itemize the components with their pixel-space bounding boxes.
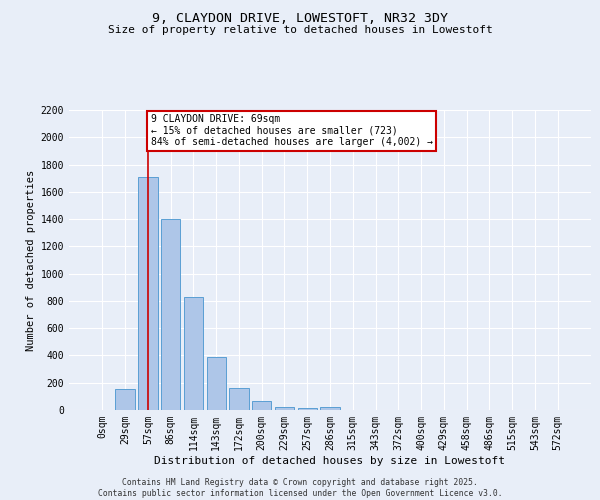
Text: Contains HM Land Registry data © Crown copyright and database right 2025.
Contai: Contains HM Land Registry data © Crown c…: [98, 478, 502, 498]
Bar: [206, 357, 226, 410]
X-axis label: Distribution of detached houses by size in Lowestoft: Distribution of detached houses by size …: [155, 456, 505, 466]
Text: 9, CLAYDON DRIVE, LOWESTOFT, NR32 3DY: 9, CLAYDON DRIVE, LOWESTOFT, NR32 3DY: [152, 12, 448, 26]
Bar: [298, 408, 317, 410]
Bar: [138, 177, 158, 410]
Bar: [275, 407, 294, 410]
Bar: [161, 219, 181, 410]
Y-axis label: Number of detached properties: Number of detached properties: [26, 170, 37, 350]
Bar: [115, 389, 135, 410]
Text: Size of property relative to detached houses in Lowestoft: Size of property relative to detached ho…: [107, 25, 493, 35]
Text: 9 CLAYDON DRIVE: 69sqm
← 15% of detached houses are smaller (723)
84% of semi-de: 9 CLAYDON DRIVE: 69sqm ← 15% of detached…: [151, 114, 433, 148]
Bar: [320, 407, 340, 410]
Bar: [184, 297, 203, 410]
Bar: [252, 401, 271, 410]
Bar: [229, 388, 248, 410]
